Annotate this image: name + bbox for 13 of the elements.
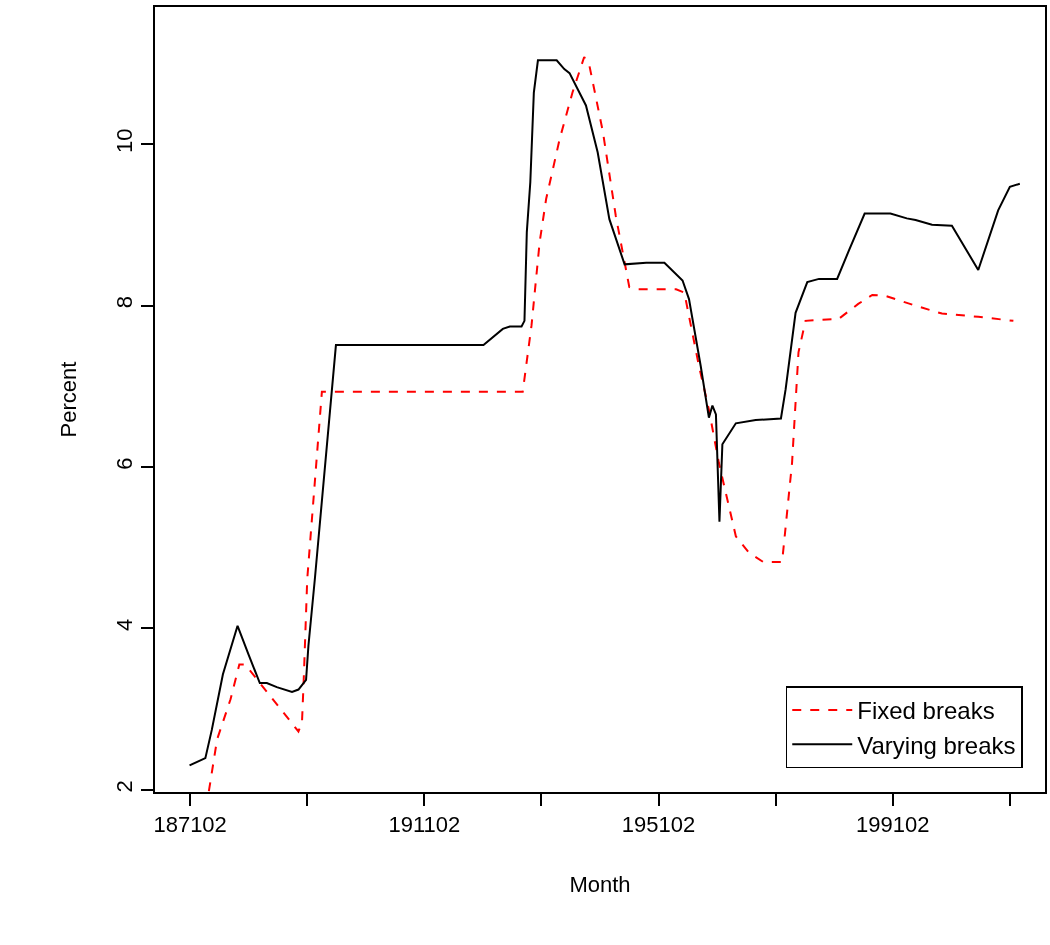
- y-axis-title: Percent: [55, 361, 81, 438]
- x-tick-label: 191102: [388, 812, 461, 838]
- y-tick-label: 4: [112, 618, 138, 632]
- legend-label: Fixed breaks: [857, 697, 995, 725]
- y-tick-label: 2: [112, 780, 138, 793]
- x-tick-label: 187102: [153, 812, 227, 838]
- x-axis-title: Month: [569, 871, 631, 897]
- y-tick-label: 10: [112, 128, 138, 154]
- y-tick-label: 8: [112, 296, 138, 309]
- x-tick-label: 195102: [621, 812, 696, 838]
- legend-label: Varying breaks: [857, 731, 1016, 759]
- y-tick-label: 6: [112, 457, 138, 470]
- x-tick-label: 199102: [856, 812, 930, 838]
